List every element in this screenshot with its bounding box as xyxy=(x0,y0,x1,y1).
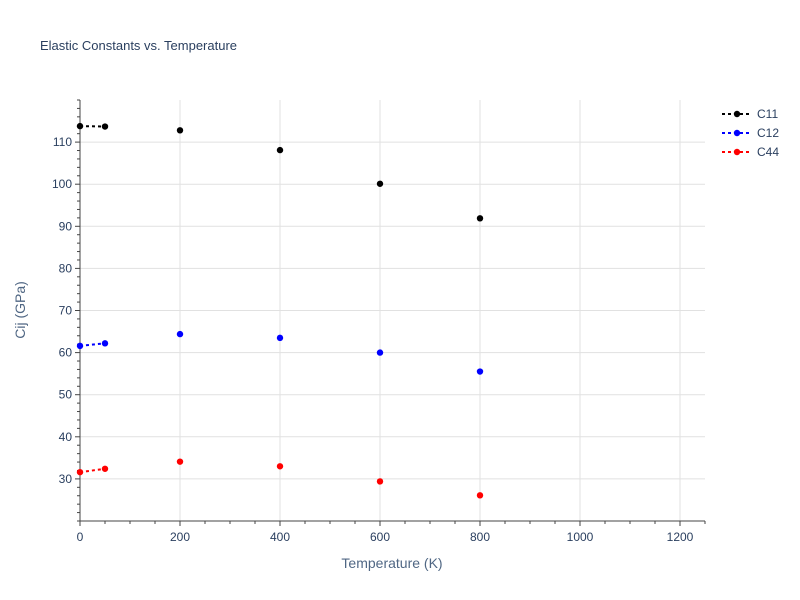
c44-point xyxy=(276,463,284,470)
c11-point xyxy=(376,180,384,187)
chart-title: Elastic Constants vs. Temperature xyxy=(40,38,237,53)
y-tick-label: 60 xyxy=(59,346,73,360)
x-tick-label: 200 xyxy=(170,530,190,544)
c44-point xyxy=(176,458,184,465)
y-tick-label: 40 xyxy=(59,430,73,444)
y-tick-label: 100 xyxy=(52,177,72,191)
c44-point xyxy=(476,492,484,499)
legend-label: C44 xyxy=(757,145,779,159)
x-tick-label: 800 xyxy=(470,530,490,544)
c11-point xyxy=(276,146,284,154)
y-tick-label: 80 xyxy=(59,261,73,275)
y-tick-label: 50 xyxy=(59,388,73,402)
legend-item-c11[interactable]: C11 xyxy=(722,107,778,121)
c44-extrapolation-line xyxy=(79,467,106,474)
c11-point xyxy=(101,123,109,130)
legend-label: C11 xyxy=(757,107,778,121)
c12-point xyxy=(101,340,109,347)
legend-item-c12[interactable]: C12 xyxy=(722,126,779,140)
c44-point xyxy=(376,478,384,485)
y-tick-label: 70 xyxy=(59,304,73,318)
c11-point xyxy=(176,127,184,134)
legend-label: C12 xyxy=(757,126,779,140)
c44-point xyxy=(76,468,84,476)
legend-swatch-marker xyxy=(733,148,741,156)
x-tick-label: 0 xyxy=(77,530,84,544)
extrapolation-lines xyxy=(79,125,106,474)
legend-swatch-marker xyxy=(733,129,741,137)
c12-extrapolation-line xyxy=(79,342,106,347)
data-points xyxy=(76,122,484,499)
legend-item-c44[interactable]: C44 xyxy=(722,145,779,159)
x-tick-label: 600 xyxy=(370,530,390,544)
x-tick-label: 400 xyxy=(270,530,290,544)
legend-swatch-marker xyxy=(733,110,741,118)
c11-point xyxy=(476,215,484,222)
c11-point xyxy=(76,122,84,130)
y-axis-title: Cij (GPa) xyxy=(12,281,28,339)
c12-point xyxy=(276,334,284,342)
axes: 0 200 400 600 800 1000 1200 30 40 50 60 70 80 90 100 11… xyxy=(52,99,706,544)
x-axis-title: Temperature (K) xyxy=(341,555,442,571)
legend[interactable]: C11 C12 C44 xyxy=(722,107,779,159)
x-tick-label: 1200 xyxy=(667,530,694,544)
c12-point xyxy=(176,330,184,338)
x-tick-label: 1000 xyxy=(567,530,594,544)
c12-point xyxy=(76,342,84,350)
y-tick-label: 110 xyxy=(53,135,72,149)
y-tick-label: 30 xyxy=(59,472,73,486)
c12-point xyxy=(476,368,484,375)
c44-point xyxy=(101,465,109,472)
y-tick-label: 90 xyxy=(59,219,73,233)
c12-point xyxy=(376,349,384,356)
grid xyxy=(80,100,705,521)
